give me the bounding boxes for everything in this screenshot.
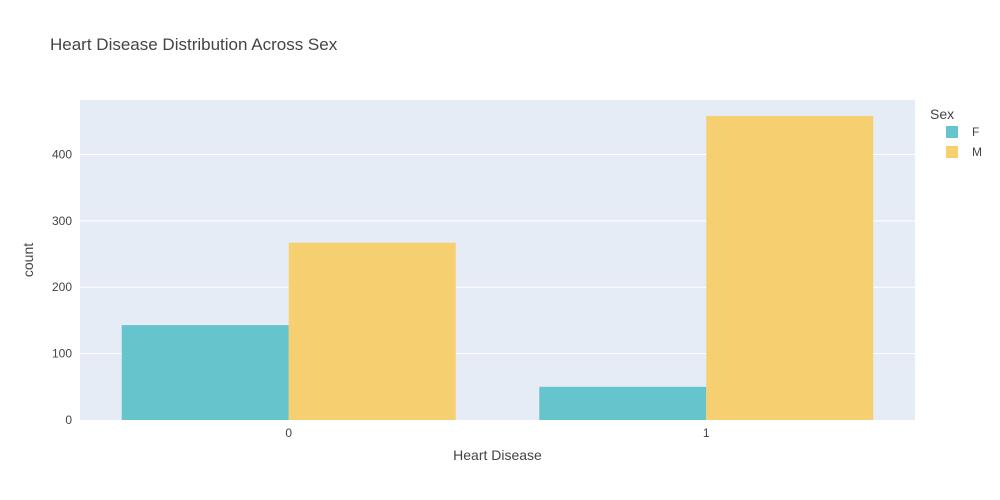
y-axis-ticks: 0 100 200 300 400	[52, 147, 72, 427]
x-axis-title: Heart Disease	[453, 447, 542, 463]
legend-swatch-M[interactable]	[946, 146, 958, 158]
y-tick-label: 400	[52, 147, 72, 161]
legend-items[interactable]: FM	[946, 125, 982, 159]
bar-F-0[interactable]	[121, 325, 289, 420]
legend-label-F[interactable]: F	[972, 125, 979, 139]
x-tick-label: 1	[703, 426, 710, 440]
legend-label-M[interactable]: M	[972, 145, 982, 159]
legend-swatch-F[interactable]	[946, 126, 958, 138]
bar-M-1[interactable]	[706, 115, 874, 421]
x-tick-label: 0	[285, 426, 292, 440]
y-tick-label: 300	[52, 214, 72, 228]
bars[interactable]	[121, 115, 874, 421]
legend-title: Sex	[930, 106, 954, 122]
bar-F-1[interactable]	[539, 386, 707, 420]
y-tick-label: 100	[52, 347, 72, 361]
chart-title: Heart Disease Distribution Across Sex	[50, 35, 338, 54]
bar-M-0[interactable]	[288, 242, 456, 420]
legend[interactable]: Sex FM	[930, 106, 982, 159]
y-axis-title: count	[20, 243, 36, 277]
y-tick-label: 0	[65, 413, 72, 427]
y-tick-label: 200	[52, 280, 72, 294]
